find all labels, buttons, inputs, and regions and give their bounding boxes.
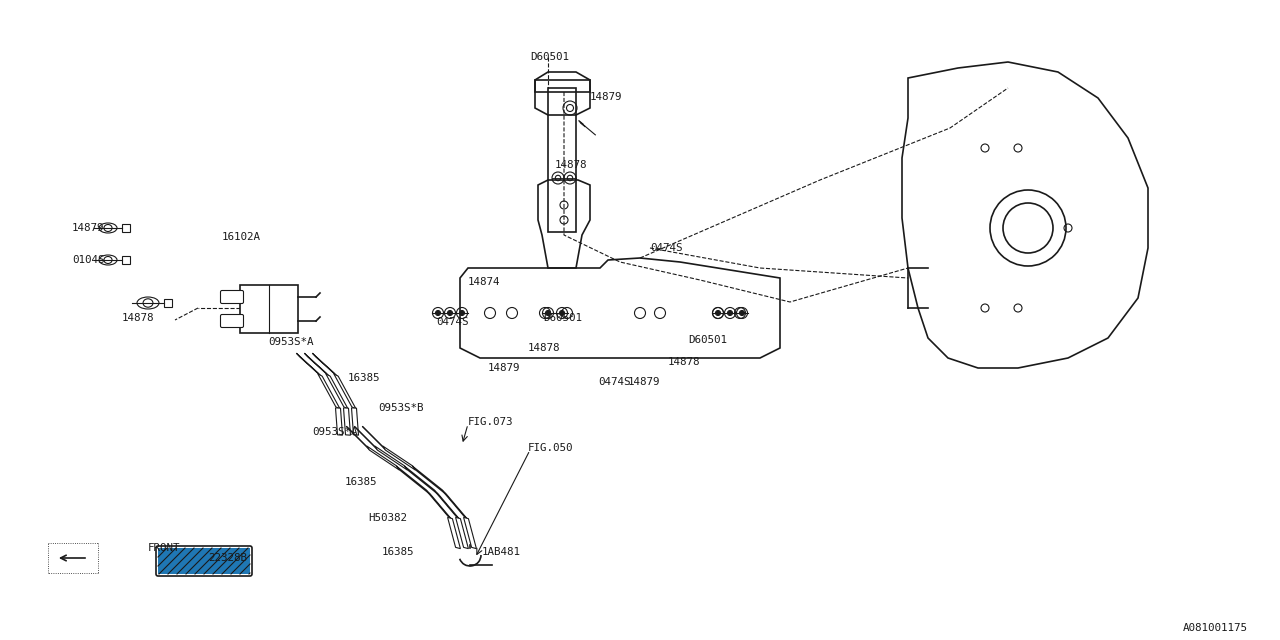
Circle shape: [435, 310, 440, 316]
Circle shape: [559, 310, 564, 316]
Polygon shape: [346, 426, 370, 450]
Text: 0474S: 0474S: [436, 317, 468, 327]
Bar: [122, 256, 131, 264]
FancyBboxPatch shape: [220, 314, 243, 328]
Bar: [535, 80, 590, 92]
Polygon shape: [383, 446, 416, 470]
Text: A081001175: A081001175: [1183, 623, 1248, 633]
Bar: [548, 88, 576, 232]
Text: FRONT: FRONT: [148, 543, 180, 553]
Text: 16385: 16385: [346, 477, 378, 487]
Bar: [241, 285, 298, 333]
Text: 14878: 14878: [556, 160, 588, 170]
Text: FIG.050: FIG.050: [529, 443, 573, 453]
Text: 0953S*B: 0953S*B: [378, 403, 424, 413]
Polygon shape: [412, 466, 445, 494]
Polygon shape: [366, 446, 399, 470]
Polygon shape: [448, 517, 461, 548]
Text: H50382: H50382: [369, 513, 407, 523]
Circle shape: [740, 310, 745, 316]
Polygon shape: [463, 517, 476, 548]
Text: 0474S: 0474S: [650, 243, 682, 253]
Text: 16385: 16385: [348, 373, 380, 383]
Circle shape: [727, 310, 732, 316]
Polygon shape: [335, 408, 343, 435]
FancyBboxPatch shape: [156, 546, 252, 576]
Text: 14878: 14878: [122, 313, 155, 323]
Text: 0104S: 0104S: [72, 255, 105, 265]
Polygon shape: [456, 517, 468, 548]
Bar: [164, 299, 172, 307]
Polygon shape: [375, 446, 407, 470]
Polygon shape: [326, 374, 348, 409]
Polygon shape: [352, 408, 358, 435]
Text: 22328B: 22328B: [209, 553, 247, 563]
Text: FIG.073: FIG.073: [468, 417, 513, 427]
Polygon shape: [404, 466, 438, 494]
Polygon shape: [434, 490, 460, 520]
Text: 16385: 16385: [381, 547, 415, 557]
Circle shape: [716, 310, 721, 316]
Text: 14879: 14879: [628, 377, 660, 387]
Text: 1AB481: 1AB481: [483, 547, 521, 557]
Polygon shape: [442, 490, 468, 520]
Text: D60501: D60501: [530, 52, 570, 62]
Polygon shape: [397, 466, 430, 494]
Text: 14874: 14874: [468, 277, 500, 287]
Text: 14878: 14878: [668, 357, 700, 367]
Polygon shape: [362, 426, 385, 450]
Polygon shape: [334, 374, 356, 409]
Circle shape: [448, 310, 453, 316]
Bar: [157, 548, 250, 574]
Text: D60501: D60501: [689, 335, 727, 345]
Text: 16102A: 16102A: [221, 232, 261, 242]
Text: 14878: 14878: [529, 343, 561, 353]
Polygon shape: [343, 408, 351, 435]
Text: 0953S*A: 0953S*A: [268, 337, 314, 347]
Text: 14879: 14879: [72, 223, 105, 233]
Text: D60501: D60501: [543, 313, 582, 323]
FancyBboxPatch shape: [220, 291, 243, 303]
Circle shape: [460, 310, 465, 316]
Bar: [122, 224, 131, 232]
Circle shape: [545, 310, 550, 316]
Polygon shape: [296, 353, 321, 377]
Polygon shape: [426, 490, 452, 520]
Text: 14879: 14879: [488, 363, 521, 373]
Text: 0474S: 0474S: [598, 377, 631, 387]
Text: 14879: 14879: [590, 92, 622, 102]
Text: 0953S*A: 0953S*A: [312, 427, 357, 437]
Polygon shape: [355, 426, 378, 450]
Polygon shape: [312, 353, 338, 377]
Polygon shape: [317, 374, 340, 409]
Polygon shape: [305, 353, 330, 377]
